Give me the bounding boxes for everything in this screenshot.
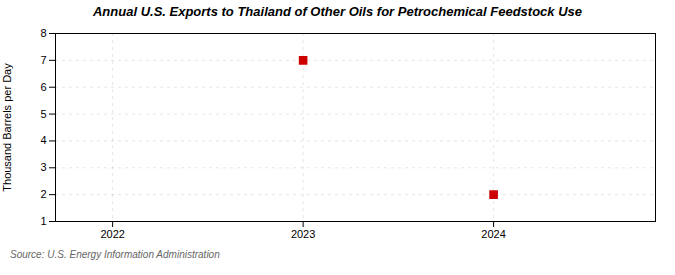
svg-text:4: 4 bbox=[40, 134, 46, 146]
svg-text:8: 8 bbox=[40, 27, 46, 39]
svg-text:2024: 2024 bbox=[481, 228, 505, 240]
svg-text:1: 1 bbox=[40, 215, 46, 227]
svg-text:7: 7 bbox=[40, 54, 46, 66]
html-text:Annual U.S. Exports to Thailan: Annual U.S. Exports to Thailand of Other… bbox=[93, 4, 582, 19]
svg-text:2023: 2023 bbox=[291, 228, 315, 240]
svg-text:2: 2 bbox=[40, 188, 46, 200]
html-text:Source: U.S. Energy Informatio: Source: U.S. Energy Information Administ… bbox=[10, 249, 220, 260]
svg-text:5: 5 bbox=[40, 108, 46, 120]
svg-text:2022: 2022 bbox=[100, 228, 124, 240]
svg-text:Thousand Barrels per Day: Thousand Barrels per Day bbox=[1, 63, 13, 192]
svg-text:6: 6 bbox=[40, 81, 46, 93]
svg-text:3: 3 bbox=[40, 161, 46, 173]
